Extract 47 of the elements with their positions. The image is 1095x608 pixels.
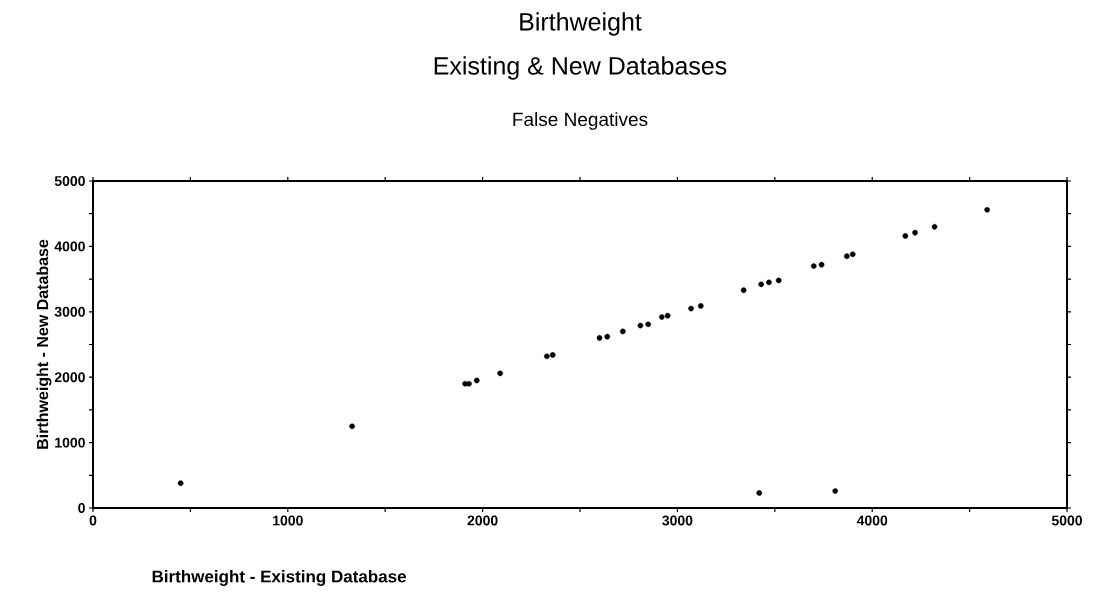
y-tick-label: 3000	[54, 306, 85, 317]
point	[844, 253, 850, 260]
point	[549, 352, 556, 358]
point	[697, 303, 704, 309]
y-tick-label: 2000	[54, 372, 85, 383]
y-tick-label: 4000	[54, 241, 85, 252]
point	[466, 380, 472, 387]
point	[902, 233, 909, 239]
text: False Negatives	[513, 112, 648, 130]
x-tick-label: 5000	[1051, 515, 1082, 526]
point	[810, 263, 817, 269]
y-tick-label: 0	[78, 503, 85, 513]
point	[637, 322, 644, 329]
x-axis-title: Birthweight - Existing Database	[152, 570, 406, 586]
point	[177, 480, 184, 486]
point	[620, 328, 626, 335]
point	[664, 312, 671, 319]
point	[645, 321, 651, 328]
point	[849, 251, 856, 258]
point	[688, 305, 694, 312]
chart-subtitle: Existing & New Databases	[434, 56, 727, 80]
point	[775, 277, 782, 284]
point	[912, 229, 918, 236]
chart-title: Birthweight	[520, 12, 642, 36]
point	[832, 488, 838, 494]
point	[497, 370, 503, 377]
point	[544, 353, 550, 360]
point	[766, 279, 772, 286]
x-tick-label: 1000	[273, 515, 303, 526]
point	[756, 490, 763, 496]
point	[604, 333, 611, 340]
y-tick-label: 5000	[54, 176, 85, 186]
point	[984, 206, 990, 213]
point	[818, 261, 825, 268]
point	[740, 287, 747, 294]
y-axis-title: Birthweight - New Database	[36, 239, 52, 449]
point	[473, 377, 480, 384]
point	[659, 314, 665, 320]
point	[596, 335, 603, 341]
point	[758, 281, 764, 288]
x-tick-label: 0	[89, 515, 97, 526]
point	[931, 223, 938, 230]
point	[349, 423, 355, 430]
x-tick-label: 3000	[662, 515, 693, 526]
y-tick-label: 1000	[55, 437, 85, 448]
x-tick-label: 2000	[467, 515, 498, 526]
x-tick-label: 4000	[856, 515, 888, 526]
